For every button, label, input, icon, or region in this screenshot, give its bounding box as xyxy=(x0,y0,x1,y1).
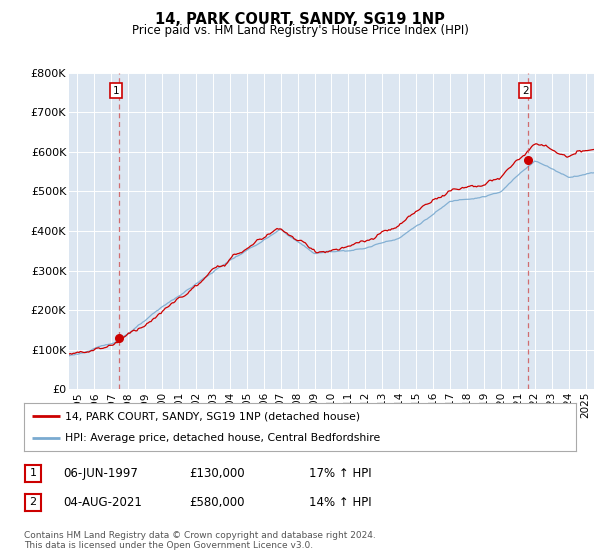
Text: £130,000: £130,000 xyxy=(189,466,245,480)
Text: 17% ↑ HPI: 17% ↑ HPI xyxy=(309,466,371,480)
Text: 2: 2 xyxy=(29,497,37,507)
Text: 1: 1 xyxy=(29,468,37,478)
Text: 2: 2 xyxy=(522,86,529,96)
Text: HPI: Average price, detached house, Central Bedfordshire: HPI: Average price, detached house, Cent… xyxy=(65,433,380,443)
Text: 04-AUG-2021: 04-AUG-2021 xyxy=(63,496,142,509)
Text: 14, PARK COURT, SANDY, SG19 1NP: 14, PARK COURT, SANDY, SG19 1NP xyxy=(155,12,445,27)
Text: 1: 1 xyxy=(113,86,119,96)
Text: Price paid vs. HM Land Registry's House Price Index (HPI): Price paid vs. HM Land Registry's House … xyxy=(131,24,469,36)
Text: £580,000: £580,000 xyxy=(189,496,245,509)
Text: 14, PARK COURT, SANDY, SG19 1NP (detached house): 14, PARK COURT, SANDY, SG19 1NP (detache… xyxy=(65,411,361,421)
Text: Contains HM Land Registry data © Crown copyright and database right 2024.
This d: Contains HM Land Registry data © Crown c… xyxy=(24,531,376,550)
Text: 14% ↑ HPI: 14% ↑ HPI xyxy=(309,496,371,509)
Text: 06-JUN-1997: 06-JUN-1997 xyxy=(63,466,138,480)
